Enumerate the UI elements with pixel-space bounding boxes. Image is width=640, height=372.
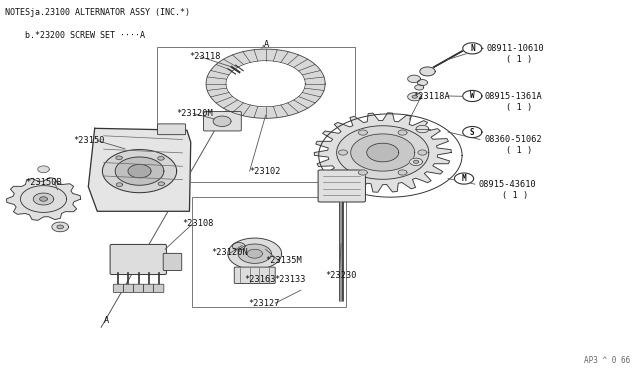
FancyBboxPatch shape: [113, 284, 124, 292]
Polygon shape: [102, 150, 177, 193]
FancyBboxPatch shape: [157, 124, 186, 135]
Text: ( 1 ): ( 1 ): [502, 191, 529, 200]
Polygon shape: [417, 80, 428, 86]
Polygon shape: [226, 61, 305, 107]
Polygon shape: [351, 134, 415, 171]
FancyBboxPatch shape: [204, 112, 241, 131]
Polygon shape: [358, 170, 367, 175]
FancyBboxPatch shape: [163, 253, 182, 270]
FancyBboxPatch shape: [234, 267, 275, 283]
Polygon shape: [157, 157, 164, 160]
Polygon shape: [398, 130, 407, 135]
Text: W: W: [470, 92, 475, 100]
Polygon shape: [128, 164, 151, 178]
Text: ( 1 ): ( 1 ): [506, 103, 532, 112]
Polygon shape: [314, 113, 451, 192]
Text: AP3 ^ 0 66: AP3 ^ 0 66: [584, 356, 630, 365]
Text: *23120N: *23120N: [211, 248, 248, 257]
Text: *23150B: *23150B: [26, 178, 62, 187]
Polygon shape: [158, 182, 164, 186]
Polygon shape: [415, 85, 424, 90]
Polygon shape: [88, 128, 191, 211]
Polygon shape: [367, 143, 399, 162]
Text: 08911-10610: 08911-10610: [486, 44, 544, 53]
Text: N: N: [470, 44, 475, 53]
Polygon shape: [418, 150, 427, 155]
Polygon shape: [337, 126, 429, 179]
Polygon shape: [213, 116, 231, 126]
Polygon shape: [463, 90, 482, 102]
FancyBboxPatch shape: [318, 170, 365, 202]
Polygon shape: [116, 183, 123, 186]
Polygon shape: [232, 243, 245, 250]
FancyBboxPatch shape: [143, 284, 154, 292]
Polygon shape: [416, 125, 429, 133]
Polygon shape: [228, 238, 282, 269]
Polygon shape: [358, 130, 367, 135]
FancyBboxPatch shape: [124, 284, 134, 292]
Text: M: M: [461, 174, 467, 183]
Text: *23163: *23163: [244, 275, 276, 284]
FancyBboxPatch shape: [134, 284, 143, 292]
Polygon shape: [52, 222, 68, 232]
Text: *23230: *23230: [325, 271, 356, 280]
Text: b.*23200 SCREW SET ····A: b.*23200 SCREW SET ····A: [5, 31, 145, 39]
Polygon shape: [38, 166, 49, 173]
Text: *23108: *23108: [182, 219, 214, 228]
Text: ( 1 ): ( 1 ): [506, 55, 532, 64]
Polygon shape: [57, 225, 63, 229]
Polygon shape: [238, 244, 271, 263]
Text: A: A: [264, 40, 269, 49]
Polygon shape: [408, 93, 422, 101]
Text: ( 1 ): ( 1 ): [506, 146, 532, 155]
Polygon shape: [40, 197, 47, 201]
Text: *23135M: *23135M: [266, 256, 302, 265]
Polygon shape: [115, 157, 164, 185]
Text: NOTESja.23100 ALTERNATOR ASSY (INC.*): NOTESja.23100 ALTERNATOR ASSY (INC.*): [5, 8, 190, 17]
Text: S: S: [470, 128, 475, 137]
Text: *23133: *23133: [274, 275, 305, 284]
Text: *23120M: *23120M: [176, 109, 212, 118]
Polygon shape: [463, 43, 482, 54]
Text: *23150: *23150: [74, 136, 105, 145]
Text: 08915-1361A: 08915-1361A: [484, 92, 542, 101]
Polygon shape: [206, 49, 325, 118]
Text: *23127: *23127: [248, 299, 280, 308]
Polygon shape: [247, 249, 262, 258]
Text: 08915-43610: 08915-43610: [479, 180, 536, 189]
Polygon shape: [408, 75, 420, 83]
FancyBboxPatch shape: [154, 284, 164, 292]
Text: *23118A: *23118A: [413, 92, 449, 101]
Polygon shape: [463, 126, 482, 138]
Polygon shape: [420, 67, 435, 76]
Text: *23118: *23118: [189, 52, 220, 61]
Polygon shape: [339, 150, 348, 155]
Text: 08360-51062: 08360-51062: [484, 135, 542, 144]
FancyBboxPatch shape: [110, 244, 166, 275]
Polygon shape: [413, 160, 419, 163]
Text: A: A: [104, 316, 109, 325]
Polygon shape: [20, 186, 67, 212]
Polygon shape: [398, 170, 407, 175]
Polygon shape: [410, 158, 422, 166]
Polygon shape: [116, 156, 122, 160]
Polygon shape: [412, 95, 417, 98]
Polygon shape: [454, 173, 474, 184]
Polygon shape: [6, 178, 81, 220]
Text: *23102: *23102: [250, 167, 281, 176]
Polygon shape: [33, 193, 54, 205]
